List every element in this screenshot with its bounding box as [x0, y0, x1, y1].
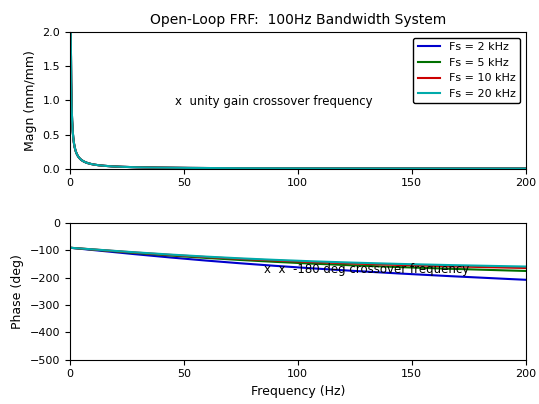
Fs = 10 kHz	[508, 166, 515, 171]
Fs = 5 kHz	[398, 166, 404, 171]
Text: x  x  -180 deg crossover frequency: x x -180 deg crossover frequency	[264, 263, 469, 276]
Fs = 5 kHz	[284, 166, 290, 171]
Fs = 20 kHz	[67, 27, 74, 32]
Line: Fs = 2 kHz: Fs = 2 kHz	[71, 29, 526, 168]
Fs = 20 kHz	[522, 166, 529, 171]
X-axis label: Frequency (Hz): Frequency (Hz)	[251, 385, 345, 398]
Legend: Fs = 2 kHz, Fs = 5 kHz, Fs = 10 kHz, Fs = 20 kHz: Fs = 2 kHz, Fs = 5 kHz, Fs = 10 kHz, Fs …	[413, 38, 520, 103]
Fs = 20 kHz	[398, 166, 404, 171]
Fs = 2 kHz	[67, 27, 74, 32]
Fs = 20 kHz	[508, 166, 515, 171]
Y-axis label: Magn (mm/mm): Magn (mm/mm)	[24, 50, 37, 151]
Fs = 5 kHz	[508, 166, 515, 171]
Title: Open-Loop FRF:  100Hz Bandwidth System: Open-Loop FRF: 100Hz Bandwidth System	[150, 13, 446, 27]
Fs = 5 kHz	[522, 166, 529, 171]
Fs = 2 kHz	[522, 166, 529, 171]
Fs = 5 kHz	[486, 166, 492, 171]
Fs = 5 kHz	[67, 27, 74, 32]
Fs = 10 kHz	[398, 166, 404, 171]
Fs = 2 kHz	[508, 166, 515, 171]
Line: Fs = 10 kHz: Fs = 10 kHz	[71, 29, 526, 168]
Fs = 5 kHz	[258, 166, 265, 171]
Line: Fs = 5 kHz: Fs = 5 kHz	[71, 29, 526, 168]
Fs = 2 kHz	[398, 166, 404, 171]
Fs = 10 kHz	[262, 166, 268, 171]
Fs = 20 kHz	[258, 166, 265, 171]
Fs = 2 kHz	[284, 166, 290, 171]
Fs = 10 kHz	[67, 27, 74, 32]
Fs = 20 kHz	[486, 166, 492, 171]
Fs = 10 kHz	[258, 166, 265, 171]
Fs = 5 kHz	[262, 166, 268, 171]
Line: Fs = 20 kHz: Fs = 20 kHz	[71, 29, 526, 168]
Fs = 20 kHz	[284, 166, 290, 171]
Text: x  unity gain crossover frequency: x unity gain crossover frequency	[175, 95, 372, 107]
Fs = 2 kHz	[258, 166, 265, 171]
Fs = 10 kHz	[284, 166, 290, 171]
Fs = 10 kHz	[486, 166, 492, 171]
Fs = 20 kHz	[262, 166, 268, 171]
Fs = 2 kHz	[262, 166, 268, 171]
Fs = 10 kHz	[522, 166, 529, 171]
Fs = 2 kHz	[486, 166, 492, 171]
Y-axis label: Phase (deg): Phase (deg)	[11, 254, 24, 329]
